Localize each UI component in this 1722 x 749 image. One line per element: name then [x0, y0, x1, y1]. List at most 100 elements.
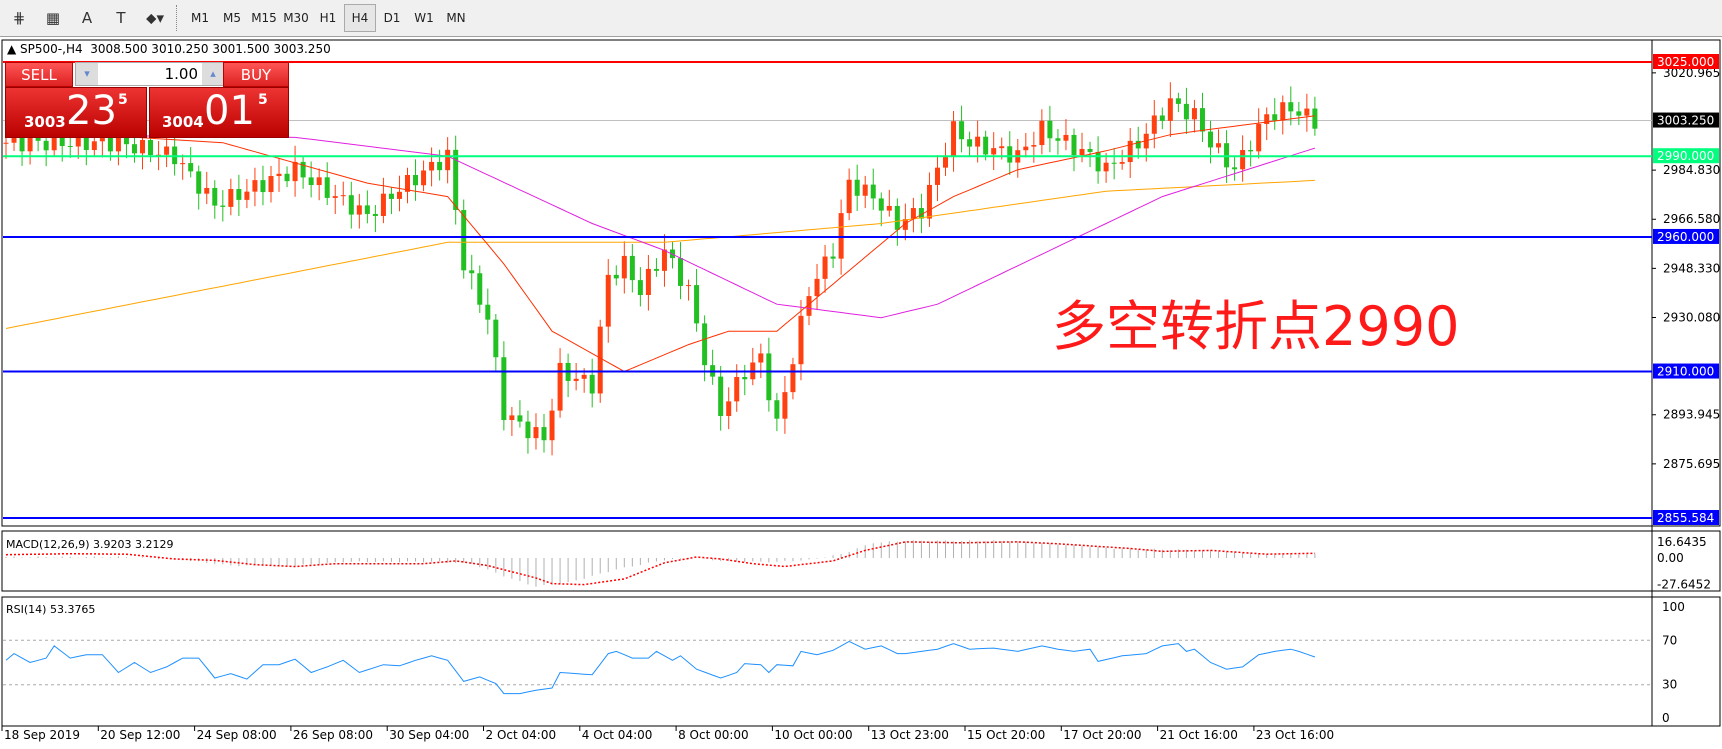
timeframe-h1[interactable]: H1	[319, 11, 337, 25]
candle-body	[782, 392, 788, 419]
candle	[1159, 107, 1165, 130]
candle-body	[517, 415, 523, 422]
timeframe-d1[interactable]: D1	[383, 11, 401, 25]
candle-body	[629, 255, 635, 281]
candle	[316, 168, 322, 201]
candle-body	[1047, 120, 1053, 139]
lot-size-field[interactable]: ▾ 1.00 ▴	[75, 62, 225, 86]
candle	[252, 167, 258, 207]
buy-pips: 01	[204, 88, 255, 134]
candle-body	[437, 161, 443, 171]
candle	[1183, 87, 1189, 134]
candle-body	[790, 364, 796, 393]
candle	[702, 315, 708, 382]
candle	[1232, 155, 1238, 181]
fibonacci-icon[interactable]: ⋕	[12, 9, 26, 27]
collapse-triangle-icon[interactable]: ▲	[7, 42, 21, 56]
candle-body	[798, 315, 804, 365]
candle-body	[83, 134, 89, 151]
candle-body	[164, 146, 170, 155]
timeframe-m1[interactable]: M1	[191, 11, 209, 25]
macd-tick-label: 0.00	[1657, 551, 1684, 565]
text-label-icon[interactable]: T	[116, 9, 126, 27]
candle	[1264, 107, 1270, 141]
candle-body	[1087, 148, 1093, 152]
chart-annotation-text[interactable]: 多空转折点2990	[1052, 295, 1460, 358]
candle-body	[1296, 111, 1302, 116]
candle	[894, 198, 900, 246]
timeframe-h4[interactable]: H4	[344, 4, 376, 32]
candle-body	[774, 400, 780, 419]
candle-body	[115, 136, 121, 152]
candle-body	[356, 205, 362, 215]
candle	[437, 149, 443, 181]
candle	[943, 142, 949, 176]
timeframe-w1[interactable]: W1	[414, 11, 434, 25]
price-tick-label: 3020.965	[1663, 66, 1720, 80]
text-icon[interactable]: A	[81, 9, 93, 27]
candle-body	[308, 177, 314, 186]
candle-body	[1208, 131, 1213, 148]
candle-body	[445, 149, 451, 171]
candle-body	[196, 171, 202, 194]
time-label: 24 Sep 08:00	[196, 728, 277, 742]
candle-body	[1183, 103, 1189, 120]
candle	[300, 155, 306, 189]
candle	[429, 147, 435, 187]
arrows-icon[interactable]: ⬥▾	[145, 9, 165, 27]
candle	[782, 375, 788, 434]
candle	[830, 243, 836, 269]
candle-body	[1127, 140, 1133, 163]
candle-body	[429, 161, 435, 171]
candle	[164, 135, 170, 168]
lot-increase-icon[interactable]: ▴	[202, 63, 224, 85]
lot-decrease-icon[interactable]: ▾	[76, 63, 98, 85]
candle-body	[975, 136, 981, 147]
fibo-grid-icon[interactable]: ▦	[45, 9, 61, 27]
candle-body	[951, 121, 957, 158]
candle-body	[1232, 167, 1238, 170]
candle-body	[525, 421, 531, 439]
candle	[1248, 140, 1254, 167]
timeframe-m5[interactable]: M5	[223, 11, 241, 25]
buy-price[interactable]: 3004 01 5	[149, 87, 289, 138]
price-tick-label: 2875.695	[1663, 457, 1720, 471]
candle-body	[509, 415, 515, 421]
sell-price[interactable]: 3003 23 5	[5, 87, 147, 138]
candle-body	[934, 167, 940, 185]
candle-body	[999, 146, 1005, 149]
candle	[726, 387, 732, 430]
time-label: 21 Oct 16:00	[1159, 728, 1238, 742]
candle-body	[1039, 120, 1045, 146]
candle-body	[1007, 146, 1013, 163]
candle	[694, 269, 700, 332]
candle	[380, 177, 386, 224]
time-label: 17 Oct 20:00	[1063, 728, 1142, 742]
candle-body	[1199, 108, 1205, 132]
candle-body	[694, 285, 700, 324]
symbol-info: ▲ SP500-,H4 3008.500 3010.250 3001.500 3…	[7, 42, 331, 56]
price-tick-label: 2930.080	[1663, 310, 1720, 324]
candle-body	[702, 323, 708, 366]
level-price-label: 2910.000	[1657, 365, 1714, 379]
candle	[1240, 135, 1246, 182]
candle-body	[1079, 148, 1085, 156]
candle	[533, 413, 539, 450]
candle-body	[718, 376, 724, 417]
timeframe-m15[interactable]: M15	[251, 11, 277, 25]
candle-body	[1119, 162, 1125, 164]
candle-body	[27, 137, 33, 152]
sell-button[interactable]: SELL	[5, 62, 73, 87]
candle	[926, 172, 932, 227]
lot-value[interactable]: 1.00	[164, 65, 198, 83]
candle-body	[453, 149, 459, 210]
buy-button[interactable]: BUY	[223, 62, 289, 87]
candle-body	[332, 196, 338, 198]
timeframe-mn[interactable]: MN	[446, 11, 466, 25]
candle-body	[902, 219, 908, 230]
candle-body	[967, 139, 973, 147]
candle-body	[493, 319, 499, 358]
candle	[1296, 101, 1302, 126]
timeframe-m30[interactable]: M30	[283, 11, 309, 25]
